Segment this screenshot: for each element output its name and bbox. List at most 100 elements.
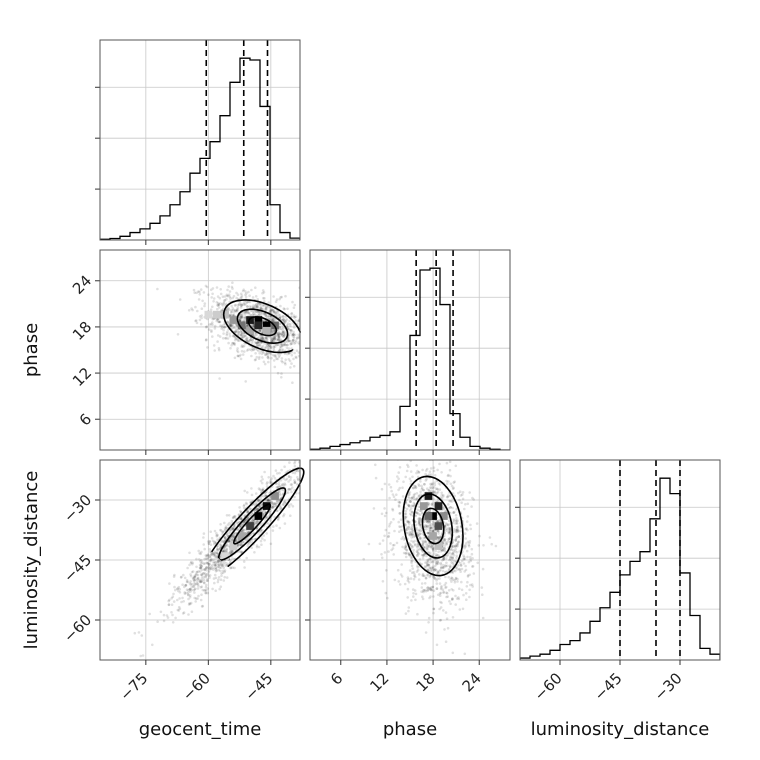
scatter-point	[262, 360, 266, 364]
scatter-point	[238, 354, 241, 358]
scatter-point	[284, 315, 287, 319]
scatter-point	[457, 535, 461, 538]
scatter-point	[262, 291, 266, 294]
scatter-point	[268, 481, 272, 484]
scatter-point	[410, 529, 414, 532]
scatter-point	[215, 569, 219, 572]
scatter-point	[275, 499, 279, 503]
scatter-point	[429, 588, 432, 591]
scatter-point	[425, 527, 428, 531]
scatter-point	[233, 335, 237, 339]
scatter-point	[246, 324, 249, 328]
scatter-point	[451, 571, 455, 574]
scatter-point	[246, 510, 249, 514]
scatter-point	[263, 346, 267, 350]
scatter-point	[430, 482, 434, 486]
scatter-point	[289, 478, 292, 482]
scatter-point	[212, 300, 215, 303]
scatter-point	[295, 349, 299, 353]
scatter-point	[448, 460, 452, 464]
scatter-point	[409, 470, 413, 473]
scatter-point	[430, 503, 434, 507]
scatter-point	[415, 471, 418, 475]
scatter-point	[210, 565, 213, 568]
scatter-point	[263, 303, 266, 307]
scatter-point	[235, 296, 238, 300]
scatter-point	[457, 540, 461, 544]
scatter-point	[447, 537, 451, 541]
scatter-point	[286, 343, 289, 347]
scatter-point	[422, 553, 426, 557]
scatter-point	[426, 521, 430, 524]
scatter-point	[257, 344, 260, 348]
scatter-point	[422, 588, 426, 592]
scatter-point	[427, 545, 431, 548]
scatter-point	[272, 328, 275, 332]
scatter-point	[448, 558, 451, 562]
scatter-point	[209, 530, 212, 533]
scatter-point	[287, 347, 291, 350]
scatter-point	[461, 493, 464, 496]
scatter-point	[226, 320, 229, 324]
scatter-point	[456, 530, 459, 534]
scatter-point	[291, 505, 295, 508]
scatter-point	[188, 587, 191, 591]
scatter-point	[452, 569, 456, 572]
scatter-point	[412, 592, 415, 595]
scatter-point	[422, 488, 425, 492]
scatter-point	[243, 333, 246, 337]
scatter-point	[200, 550, 203, 554]
scatter-point	[256, 507, 260, 510]
scatter-point	[451, 556, 454, 559]
scatter-point	[429, 482, 432, 486]
scatter-point	[275, 314, 279, 318]
scatter-point	[217, 346, 221, 350]
scatter-point	[277, 334, 281, 338]
scatter-point	[264, 313, 267, 316]
scatter-point	[286, 340, 289, 343]
scatter-point	[432, 522, 436, 525]
scatter-point	[416, 566, 420, 569]
scatter-point	[449, 506, 453, 509]
scatter-point	[263, 470, 266, 474]
scatter-point	[271, 340, 275, 343]
scatter-point	[239, 306, 243, 309]
scatter-point	[438, 537, 441, 541]
scatter-point	[408, 522, 411, 525]
scatter-point	[252, 348, 255, 352]
scatter-point	[277, 336, 281, 340]
scatter-point	[416, 534, 420, 537]
scatter-point	[165, 614, 169, 617]
scatter-point	[227, 321, 230, 324]
scatter-point	[258, 329, 262, 333]
scatter-point	[213, 563, 217, 567]
scatter-point	[204, 325, 208, 329]
scatter-point	[444, 640, 448, 643]
scatter-point	[283, 522, 287, 525]
scatter-point	[406, 503, 410, 507]
scatter-point	[239, 516, 242, 520]
scatter-point	[238, 506, 241, 509]
scatter-point	[221, 530, 224, 534]
scatter-point	[217, 301, 220, 305]
scatter-point	[449, 482, 453, 486]
scatter-point	[213, 541, 216, 544]
scatter-point	[436, 570, 440, 574]
scatter-point	[420, 586, 424, 589]
scatter-point	[267, 305, 270, 309]
scatter-point	[185, 579, 189, 582]
scatter-point	[230, 310, 233, 314]
scatter-point	[209, 557, 213, 560]
scatter-point	[445, 542, 449, 546]
scatter-point	[272, 295, 275, 298]
scatter-point	[431, 585, 435, 589]
scatter-point	[417, 471, 421, 474]
scatter-point	[250, 518, 253, 522]
scatter-point	[424, 588, 427, 592]
scatter-point	[192, 585, 196, 588]
scatter-point	[183, 592, 187, 595]
scatter-point	[390, 548, 393, 552]
scatter-point	[218, 566, 221, 569]
scatter-point	[261, 356, 264, 359]
